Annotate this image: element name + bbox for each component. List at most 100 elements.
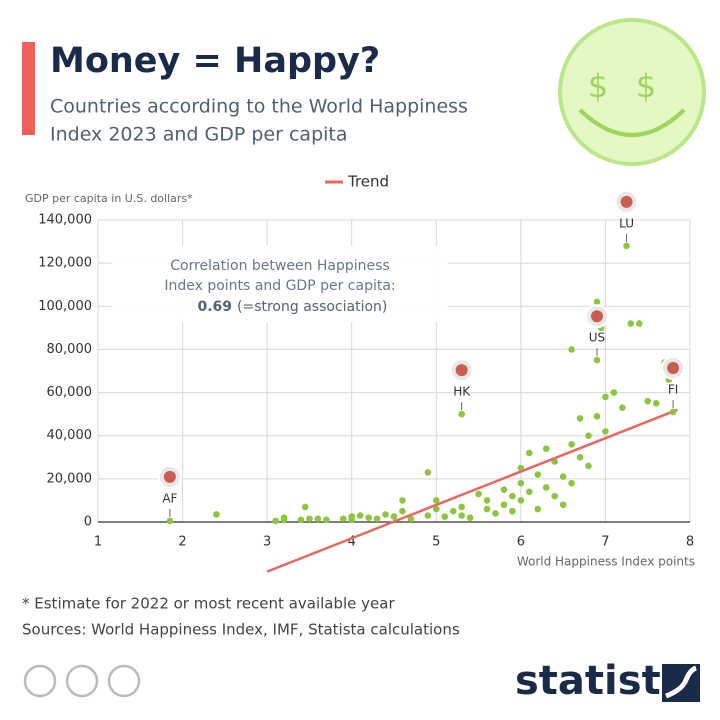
subtitle: Countries according to the World Happine…: [50, 96, 468, 118]
data-point: [373, 515, 381, 523]
data-point: [542, 445, 550, 452]
data-point: [272, 517, 279, 525]
data-point: [483, 505, 491, 513]
data-point: [568, 346, 575, 353]
x-tick-label: 6: [517, 535, 525, 550]
highlight-label: LU: [619, 216, 634, 230]
x-tick-label: 5: [432, 535, 440, 550]
trend-line: [266, 408, 678, 573]
data-point: [576, 453, 584, 461]
sources: Sources: World Happiness Index, IMF, Sta…: [22, 621, 460, 639]
data-point: [339, 515, 347, 523]
data-point: [576, 415, 584, 422]
data-point: [390, 513, 398, 520]
data-point: [365, 514, 372, 521]
data-point: [593, 298, 601, 306]
data-point: [585, 462, 592, 470]
annotation-line: Correlation between Happiness: [170, 258, 389, 274]
data-point: [602, 393, 609, 401]
y-tick-label: 120,000: [38, 256, 92, 271]
data-point: [602, 428, 609, 435]
x-tick-label: 1: [94, 535, 102, 550]
annotation-value: 0.69: [197, 299, 232, 315]
highlight-point: [593, 356, 601, 364]
data-point: [509, 492, 516, 500]
svg-text:$: $: [588, 67, 608, 105]
data-point: [652, 400, 660, 407]
brand: statista: [515, 658, 688, 704]
footnote: * Estimate for 2022 or most recent avail…: [22, 595, 395, 613]
flag-center: [163, 470, 176, 483]
legend-label: Trend: [347, 173, 389, 191]
data-point: [213, 511, 220, 518]
data-point: [297, 516, 305, 524]
data-point: [458, 512, 465, 519]
data-point: [542, 484, 550, 491]
y-tick-label: 0: [84, 515, 92, 530]
data-point: [585, 432, 592, 440]
highlight-label: FI: [668, 382, 678, 396]
data-point: [534, 505, 542, 513]
y-axis-label: GDP per capita in U.S. dollars*: [25, 192, 193, 205]
data-point: [526, 449, 533, 457]
y-tick-label: 140,000: [38, 213, 92, 228]
accent-bar: [22, 42, 35, 135]
data-point: [382, 511, 389, 518]
data-point: [483, 497, 491, 504]
data-point: [432, 505, 440, 513]
data-point: [534, 471, 542, 478]
highlight-point: [458, 410, 465, 418]
data-point: [466, 514, 474, 521]
x-tick-label: 3: [263, 535, 271, 550]
data-point: [449, 507, 457, 515]
subtitle: Index 2023 and GDP per capita: [50, 124, 348, 146]
data-point: [475, 490, 482, 498]
data-point: [348, 516, 356, 524]
brand-icon: [662, 664, 700, 702]
flag-center: [620, 195, 633, 208]
x-tick-label: 7: [601, 535, 609, 550]
x-tick-label: 8: [686, 535, 694, 550]
flag-center: [667, 361, 680, 374]
data-point: [610, 389, 618, 396]
highlight-label: HK: [453, 385, 471, 399]
data-point: [568, 479, 575, 487]
x-axis-label: World Happiness Index points: [517, 555, 695, 569]
data-point: [323, 516, 330, 524]
data-point: [500, 486, 508, 493]
data-point: [619, 404, 626, 411]
chart-title: Money = Happy?: [50, 41, 380, 81]
data-point: [458, 503, 465, 511]
data-point: [492, 510, 499, 517]
data-point: [399, 507, 406, 515]
data-point: [526, 488, 533, 496]
y-tick-label: 80,000: [47, 342, 93, 357]
data-point: [432, 497, 440, 504]
y-tick-label: 60,000: [47, 385, 93, 400]
data-point: [568, 441, 575, 448]
data-point: [593, 413, 601, 420]
data-point: [644, 397, 652, 405]
data-point: [627, 320, 635, 327]
data-point: [559, 473, 567, 481]
data-point: [517, 479, 525, 487]
smiley-icon: $ $: [558, 18, 706, 166]
y-tick-label: 20,000: [47, 471, 93, 486]
data-point: [301, 503, 309, 511]
highlight-point: [166, 517, 174, 525]
svg-text:$: $: [636, 67, 656, 105]
highlight-point: [623, 242, 630, 250]
annotation-line: Index points and GDP per capita:: [164, 278, 395, 294]
x-tick-label: 2: [178, 535, 186, 550]
y-tick-label: 100,000: [38, 299, 92, 314]
y-tick-label: 40,000: [47, 428, 93, 443]
data-point: [635, 320, 643, 327]
data-point: [424, 512, 432, 519]
data-point: [441, 513, 449, 520]
data-point: [559, 501, 567, 509]
data-point: [399, 497, 406, 504]
correlation-box: Correlation between Happiness Index poin…: [112, 246, 448, 322]
plot: 0 20,000 40,000 60,000 80,000 100,000 120,000 1…: [38, 189, 694, 573]
data-point: [314, 515, 322, 523]
